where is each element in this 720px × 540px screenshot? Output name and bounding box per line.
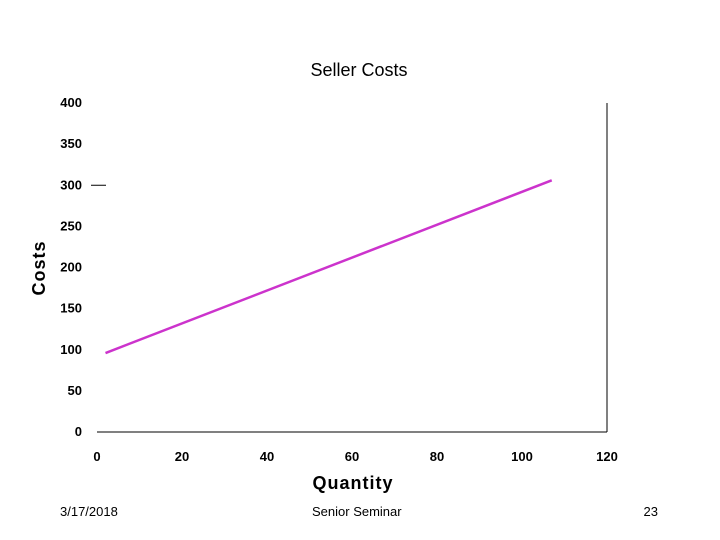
series-line xyxy=(105,179,553,355)
seller-costs-chart: Seller Costs 0 50 100 150 200 250 300 350 400 0 2… xyxy=(29,60,618,493)
x-axis-ticks: 0 20 40 60 80 100 120 xyxy=(93,449,617,464)
y-axis-label: Costs xyxy=(29,240,49,295)
plot-area xyxy=(97,103,608,433)
chart-title: Seller Costs xyxy=(310,60,407,80)
y-tick-label: 300 xyxy=(60,177,82,192)
x-tick-label: 40 xyxy=(260,449,274,464)
y-tick-label: 400 xyxy=(60,95,82,110)
footer-date: 3/17/2018 xyxy=(60,504,118,519)
y-tick-label: 50 xyxy=(68,383,82,398)
y-tick-label: 250 xyxy=(60,218,82,233)
x-tick-label: 120 xyxy=(596,449,618,464)
y-tick-label: 150 xyxy=(60,301,82,316)
y-tick-label: 350 xyxy=(60,136,82,151)
y-tick-label: 200 xyxy=(60,260,82,275)
y-tick-label: 100 xyxy=(60,342,82,357)
series-layer xyxy=(105,179,553,355)
x-tick-label: 100 xyxy=(511,449,533,464)
x-tick-label: 20 xyxy=(175,449,189,464)
footer-page-number: 23 xyxy=(643,504,658,519)
y-axis-ticks: 0 50 100 150 200 250 300 350 400 xyxy=(60,95,82,439)
x-tick-label: 60 xyxy=(345,449,359,464)
x-tick-label: 0 xyxy=(93,449,100,464)
x-tick-label: 80 xyxy=(430,449,444,464)
footer-presentation-title: Senior Seminar xyxy=(312,504,402,519)
y-tick-label: 0 xyxy=(75,424,82,439)
x-axis-label: Quantity xyxy=(312,473,393,493)
